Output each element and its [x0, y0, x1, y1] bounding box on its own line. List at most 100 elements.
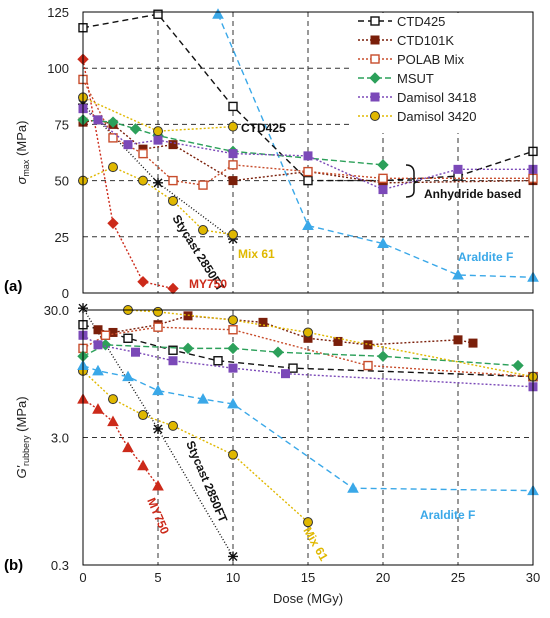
series-group-b [77, 303, 539, 562]
annotation-araldite-f: Araldite F [420, 508, 475, 522]
y-label-main: G' [14, 465, 29, 478]
data-point-msut [107, 116, 119, 128]
x-tick-label: 5 [154, 570, 161, 585]
data-point-ctd425 [303, 175, 313, 186]
annotation-mix-61: Mix 61 [300, 525, 331, 564]
y-axis-label-b: G'rubbery (MPa) [14, 396, 31, 478]
legend-item-polab-mix: POLAB Mix [358, 52, 465, 67]
data-point-polab-mix [108, 133, 118, 143]
series-line-damisol-3418 [82, 334, 534, 388]
legend-box [350, 13, 532, 133]
legend-label: Damisol 3420 [397, 109, 477, 124]
annotation-my750: MY750 [144, 496, 172, 537]
data-point-ctd101k [453, 335, 463, 345]
series-mix-61 [78, 365, 313, 528]
data-point-damisol-3418 [453, 164, 463, 174]
y-tick-label: 50 [55, 174, 69, 189]
data-point-my750 [152, 479, 164, 491]
data-point-my750 [92, 403, 104, 414]
data-point-mix-61 [138, 410, 148, 421]
legend-item-msut: MSUT [358, 71, 434, 86]
panel-label-b: (b) [4, 557, 23, 574]
data-point-stycast-2850ft [228, 551, 238, 562]
x-tick-label: 25 [451, 570, 465, 585]
y-tick-label: 100 [47, 61, 69, 76]
data-point-ctd101k [228, 176, 238, 186]
panel-a: 0 25 50 75 100 125 σmax (MPa) (a) CTD425 CTD10… [4, 5, 539, 301]
data-point-mix-61 [228, 229, 238, 240]
data-point-araldite-f [452, 268, 464, 280]
annotation-ctd425: CTD425 [241, 121, 286, 135]
data-point-ctd425 [288, 363, 298, 373]
y-tick-label: 3.0 [51, 431, 69, 446]
data-point-mix-61 [168, 195, 178, 206]
series-line-polab-mix [82, 79, 533, 186]
data-point-stycast-2850ft [78, 303, 88, 314]
y-tick-label: 0.3 [51, 558, 69, 573]
data-point-polab-mix [378, 173, 388, 184]
series-stycast-2850ft [78, 303, 238, 562]
data-point-araldite-f [377, 237, 389, 249]
data-point-damisol-3420 [303, 327, 313, 338]
data-point-mix-61 [198, 225, 208, 236]
x-tick-label: 30 [526, 570, 540, 585]
data-point-ctd101k [93, 325, 103, 335]
data-point-damisol-3418 [378, 185, 388, 195]
anhydride-bracket [405, 164, 419, 198]
data-point-damisol-3418 [123, 140, 133, 150]
data-point-damisol-3418 [228, 363, 238, 373]
data-point-damisol-3418 [93, 340, 103, 350]
series-line-damisol-3420 [82, 96, 234, 132]
annotation-my750: MY750 [189, 277, 227, 291]
series-msut [77, 339, 524, 372]
data-point-damisol-3420 [228, 315, 238, 326]
data-point-ctd425 [228, 101, 238, 112]
annotation-anhydride-based: Anhydride based [424, 187, 521, 201]
series-line-mix-61 [82, 166, 234, 236]
legend-marker [370, 111, 380, 121]
data-point-mix-61 [303, 517, 313, 528]
legend-label: POLAB Mix [397, 52, 465, 67]
ticks-a: 0 25 50 75 100 125 [47, 5, 69, 301]
legend-marker [370, 16, 380, 26]
data-point-araldite-f [197, 393, 209, 404]
data-point-my750 [107, 415, 119, 427]
legend-marker [370, 92, 380, 102]
ticks-b: 0.3 3.0 30.0 0 5 10 15 20 25 30 [44, 303, 541, 585]
x-tick-label: 15 [301, 570, 315, 585]
y-tick-label: 125 [47, 5, 69, 20]
data-point-araldite-f [122, 370, 134, 382]
data-point-msut [272, 346, 284, 358]
legend-label: CTD425 [397, 14, 445, 29]
legend-label: CTD101K [397, 33, 454, 48]
data-point-araldite-f [92, 364, 104, 376]
data-point-damisol-3420 [153, 126, 163, 137]
data-point-damisol-3418 [93, 115, 103, 125]
legend-item-ctd101k: CTD101K [358, 33, 454, 48]
y-label-main: σ [14, 175, 29, 184]
data-point-mix-61 [228, 449, 238, 460]
data-point-polab-mix [228, 325, 238, 335]
y-label-sub: rubbery [21, 435, 31, 466]
series-line-my750 [82, 398, 159, 487]
data-point-my750 [167, 282, 179, 295]
y-label-unit: (MPa) [14, 396, 29, 435]
data-point-msut [182, 342, 194, 355]
data-point-polab-mix [303, 166, 313, 177]
series-line-ctd425 [82, 324, 534, 378]
data-point-polab-mix [100, 330, 111, 340]
data-point-damisol-3420 [228, 121, 238, 132]
data-point-ctd101k [468, 338, 478, 348]
data-point-araldite-f [347, 482, 359, 493]
x-tick-label: 0 [79, 570, 86, 585]
series-line-stycast-2850ft [82, 307, 234, 557]
data-point-my750 [122, 441, 134, 453]
annotations-b: Stycast 2850FT MY750 Mix 61 Araldite F [144, 439, 475, 564]
data-point-polab-mix [138, 148, 148, 159]
data-point-mix-61 [168, 420, 178, 431]
y-tick-label: 0 [62, 286, 69, 301]
legend: CTD425 CTD101K POLAB Mix MSUT Damisol 3418 Da… [350, 13, 532, 133]
y-label-unit: (MPa) [14, 121, 29, 160]
